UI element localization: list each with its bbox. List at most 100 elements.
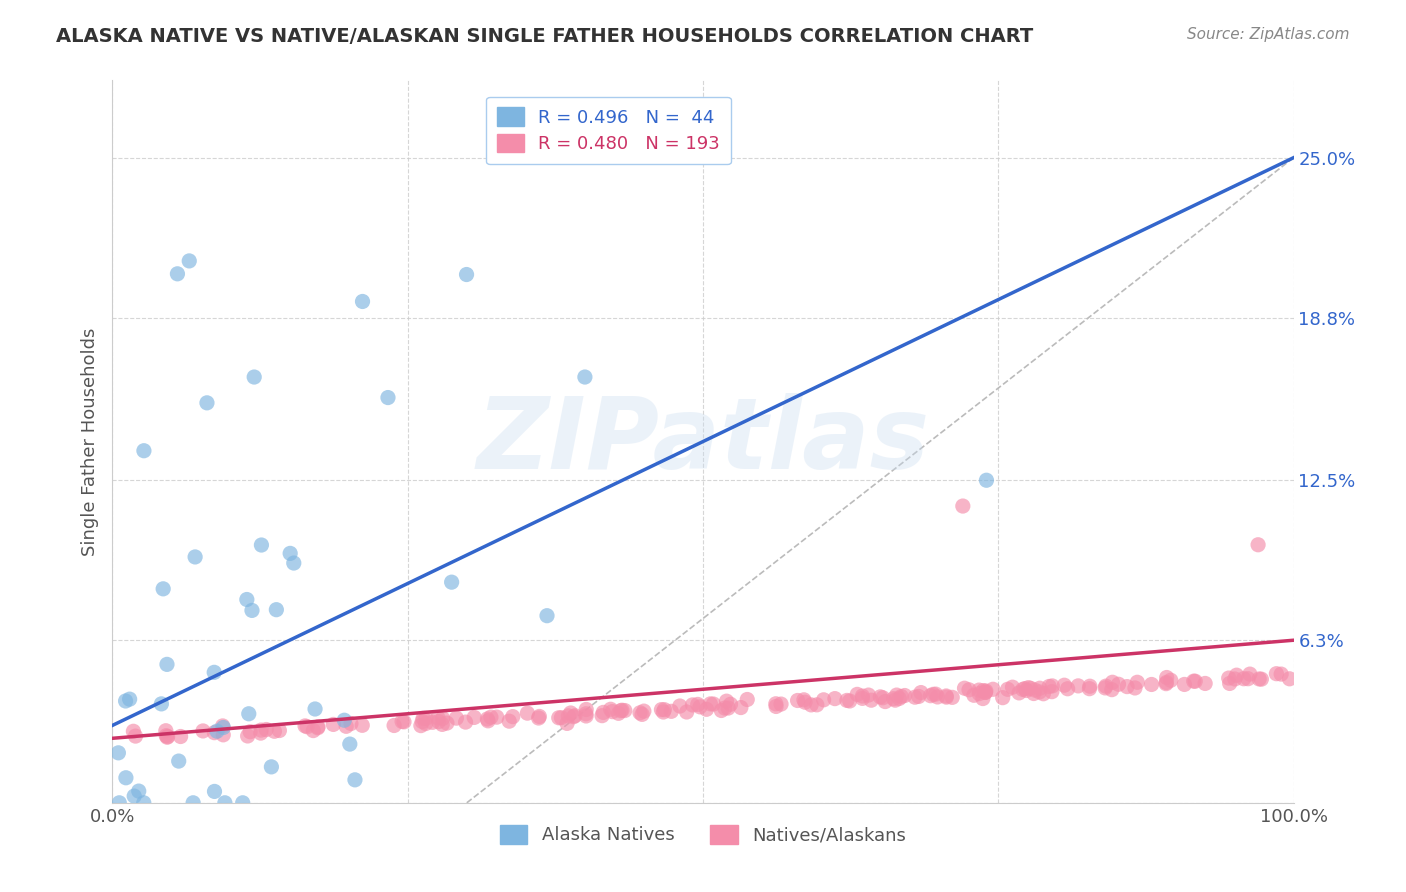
Natives/Alaskans: [391, 714, 413, 729]
Natives/Alaskans: [1038, 680, 1060, 694]
Alaska Natives: [283, 556, 305, 570]
Natives/Alaskans: [415, 711, 437, 725]
Alaska Natives: [205, 724, 228, 739]
Natives/Alaskans: [415, 716, 437, 731]
Natives/Alaskans: [1028, 685, 1050, 699]
Natives/Alaskans: [935, 690, 957, 705]
Natives/Alaskans: [560, 706, 582, 720]
Natives/Alaskans: [769, 697, 792, 711]
Natives/Alaskans: [382, 718, 405, 732]
Natives/Alaskans: [555, 716, 578, 731]
Natives/Alaskans: [974, 684, 997, 698]
Natives/Alaskans: [502, 709, 524, 723]
Natives/Alaskans: [699, 697, 721, 711]
Natives/Alaskans: [872, 690, 894, 705]
Natives/Alaskans: [1247, 538, 1270, 552]
Natives/Alaskans: [631, 707, 654, 722]
Natives/Alaskans: [409, 718, 432, 732]
Natives/Alaskans: [479, 710, 502, 724]
Natives/Alaskans: [436, 716, 458, 731]
Natives/Alaskans: [1040, 684, 1063, 698]
Alaska Natives: [107, 746, 129, 760]
Natives/Alaskans: [463, 710, 485, 724]
Natives/Alaskans: [1078, 679, 1101, 693]
Natives/Alaskans: [893, 689, 915, 703]
Natives/Alaskans: [1223, 672, 1246, 686]
Natives/Alaskans: [1265, 666, 1288, 681]
Alaska Natives: [976, 473, 998, 487]
Natives/Alaskans: [730, 700, 752, 714]
Natives/Alaskans: [957, 682, 980, 697]
Natives/Alaskans: [392, 714, 415, 729]
Alaska Natives: [250, 538, 273, 552]
Alaska Natives: [166, 267, 188, 281]
Text: ALASKA NATIVE VS NATIVE/ALASKAN SINGLE FATHER HOUSEHOLDS CORRELATION CHART: ALASKA NATIVE VS NATIVE/ALASKAN SINGLE F…: [56, 27, 1033, 45]
Natives/Alaskans: [925, 687, 948, 701]
Text: ZIPatlas: ZIPatlas: [477, 393, 929, 490]
Alaska Natives: [184, 549, 207, 564]
Alaska Natives: [114, 694, 136, 708]
Alaska Natives: [304, 702, 326, 716]
Natives/Alaskans: [1249, 672, 1271, 686]
Natives/Alaskans: [793, 693, 815, 707]
Natives/Alaskans: [307, 721, 329, 735]
Natives/Alaskans: [340, 716, 363, 731]
Natives/Alaskans: [682, 698, 704, 712]
Natives/Alaskans: [294, 719, 316, 733]
Natives/Alaskans: [1017, 681, 1039, 695]
Natives/Alaskans: [952, 499, 974, 513]
Natives/Alaskans: [610, 703, 633, 717]
Natives/Alaskans: [920, 689, 942, 703]
Natives/Alaskans: [335, 719, 357, 733]
Natives/Alaskans: [1015, 683, 1038, 698]
Natives/Alaskans: [191, 723, 214, 738]
Natives/Alaskans: [713, 701, 735, 715]
Alaska Natives: [266, 603, 288, 617]
Alaska Natives: [212, 721, 235, 735]
Alaska Natives: [167, 754, 190, 768]
Natives/Alaskans: [927, 690, 949, 704]
Natives/Alaskans: [250, 723, 273, 737]
Natives/Alaskans: [352, 718, 374, 732]
Natives/Alaskans: [1194, 676, 1216, 690]
Natives/Alaskans: [254, 723, 277, 737]
Natives/Alaskans: [702, 697, 724, 711]
Natives/Alaskans: [997, 682, 1019, 697]
Natives/Alaskans: [1014, 681, 1036, 696]
Natives/Alaskans: [1101, 675, 1123, 690]
Natives/Alaskans: [1108, 677, 1130, 691]
Natives/Alaskans: [813, 693, 835, 707]
Natives/Alaskans: [427, 714, 450, 729]
Natives/Alaskans: [550, 711, 572, 725]
Natives/Alaskans: [155, 729, 177, 743]
Text: Source: ZipAtlas.com: Source: ZipAtlas.com: [1187, 27, 1350, 42]
Natives/Alaskans: [910, 685, 932, 699]
Natives/Alaskans: [633, 704, 655, 718]
Natives/Alaskans: [765, 699, 787, 714]
Alaska Natives: [343, 772, 366, 787]
Natives/Alaskans: [794, 695, 817, 709]
Natives/Alaskans: [239, 724, 262, 739]
Alaska Natives: [377, 391, 399, 405]
Natives/Alaskans: [838, 694, 860, 708]
Alaska Natives: [232, 796, 254, 810]
Natives/Alaskans: [1001, 680, 1024, 694]
Natives/Alaskans: [1094, 681, 1116, 695]
Natives/Alaskans: [575, 706, 598, 721]
Natives/Alaskans: [516, 706, 538, 721]
Natives/Alaskans: [432, 717, 454, 731]
Natives/Alaskans: [557, 709, 579, 723]
Natives/Alaskans: [1029, 681, 1052, 696]
Alaska Natives: [122, 789, 145, 803]
Natives/Alaskans: [1040, 679, 1063, 693]
Natives/Alaskans: [477, 712, 499, 726]
Natives/Alaskans: [422, 715, 444, 730]
Natives/Alaskans: [477, 714, 499, 728]
Natives/Alaskans: [307, 720, 329, 734]
Natives/Alaskans: [1226, 668, 1249, 682]
Natives/Alaskans: [890, 690, 912, 704]
Natives/Alaskans: [1116, 680, 1139, 694]
Alaska Natives: [214, 796, 236, 810]
Natives/Alaskans: [800, 698, 823, 712]
Natives/Alaskans: [498, 714, 520, 728]
